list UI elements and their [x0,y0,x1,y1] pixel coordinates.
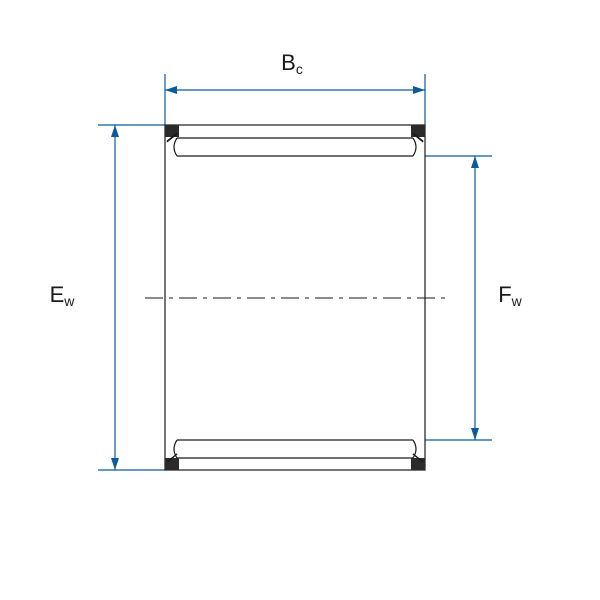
dim-arrow [111,125,119,137]
corner-block-2 [165,458,179,470]
dim-arrow [471,428,479,440]
dim-arrow [413,86,425,94]
label-bc: Bc [281,50,303,77]
label-fw: Fw [498,282,522,309]
corner-block-0 [165,125,179,137]
roller-top-cap-right [413,138,416,156]
label-ew: Ew [50,282,76,309]
dim-arrow [111,458,119,470]
dim-arrow [471,156,479,168]
roller-top-cap-left [174,138,177,156]
corner-block-3 [411,458,425,470]
corner-block-1 [411,125,425,137]
dim-arrow [165,86,177,94]
